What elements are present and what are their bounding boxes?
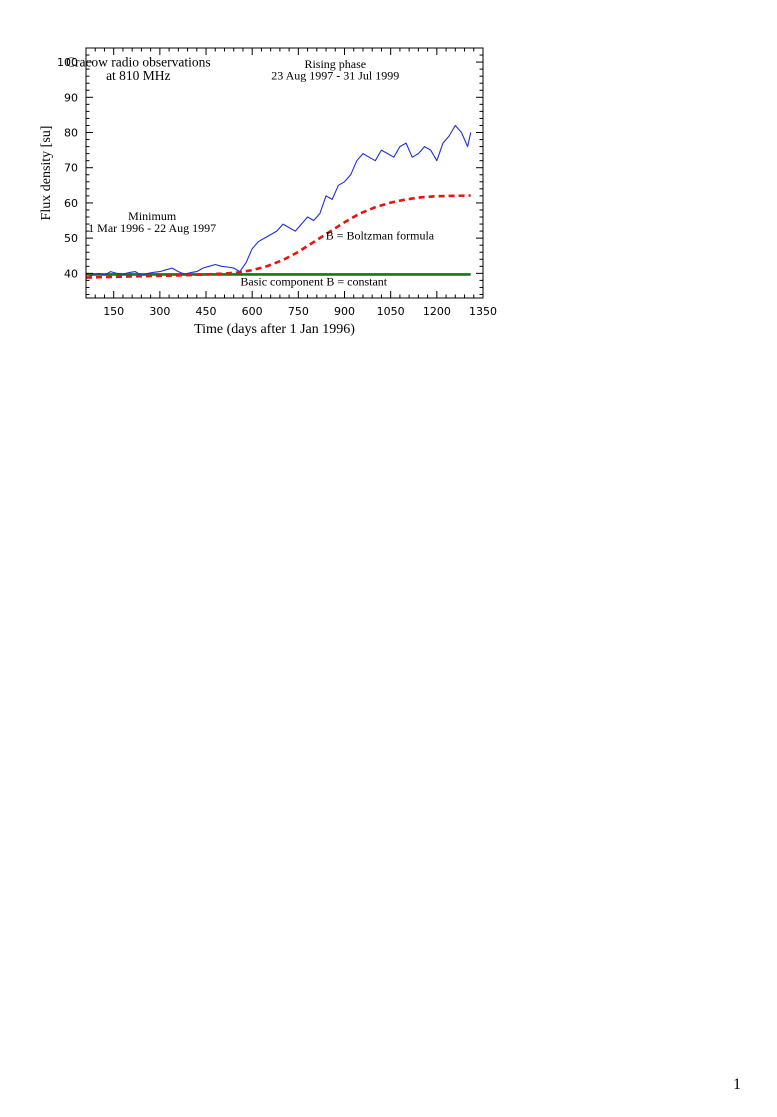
- y-tick-label: 60: [64, 197, 78, 210]
- flux-density-chart: 150 300 450 600 750 900 1050 1200 1350 40 50 60 70 80…: [39, 47, 497, 337]
- y-tick-label: 100: [57, 56, 78, 69]
- y-tick-label: 50: [64, 232, 78, 245]
- plot-frame: [85, 47, 484, 299]
- page-number: 1: [733, 1076, 741, 1093]
- x-tick-label: 1050: [377, 305, 405, 318]
- annotation-min1: Minimum: [128, 209, 177, 223]
- annotation-boltz: B = Boltzman formula: [326, 229, 435, 243]
- y-axis-label: Flux density [su]: [39, 126, 54, 221]
- annotation-min2: 1 Mar 1996 - 22 Aug 1997: [88, 221, 216, 235]
- annotation-obs2: at 810 MHz: [106, 68, 171, 83]
- x-tick-label: 1200: [423, 305, 451, 318]
- x-tick-label: 750: [288, 305, 309, 318]
- boltzmann-fit-line: [85, 194, 471, 279]
- x-tick-label: 900: [334, 305, 355, 318]
- x-tick-label: 300: [149, 305, 170, 318]
- y-tick-label: 70: [64, 162, 78, 175]
- annotation-basic: Basic component B = constant: [240, 275, 387, 289]
- x-axis-label: Time (days after 1 Jan 1996): [194, 322, 355, 337]
- y-tick-label: 40: [64, 267, 78, 280]
- annotation-rise1: Rising phase: [304, 57, 366, 71]
- x-tick-label: 150: [103, 305, 124, 318]
- annotation-rise2: 23 Aug 1997 - 31 Jul 1999: [271, 69, 399, 83]
- observed-flux-line: [85, 124, 472, 280]
- x-tick-label: 450: [196, 305, 217, 318]
- x-tick-label: 600: [242, 305, 263, 318]
- y-tick-label: 90: [64, 91, 78, 104]
- annotation-obs1: Cracow radio observations: [66, 55, 211, 70]
- y-tick-label: 80: [64, 127, 78, 140]
- x-tick-label: 1350: [469, 305, 497, 318]
